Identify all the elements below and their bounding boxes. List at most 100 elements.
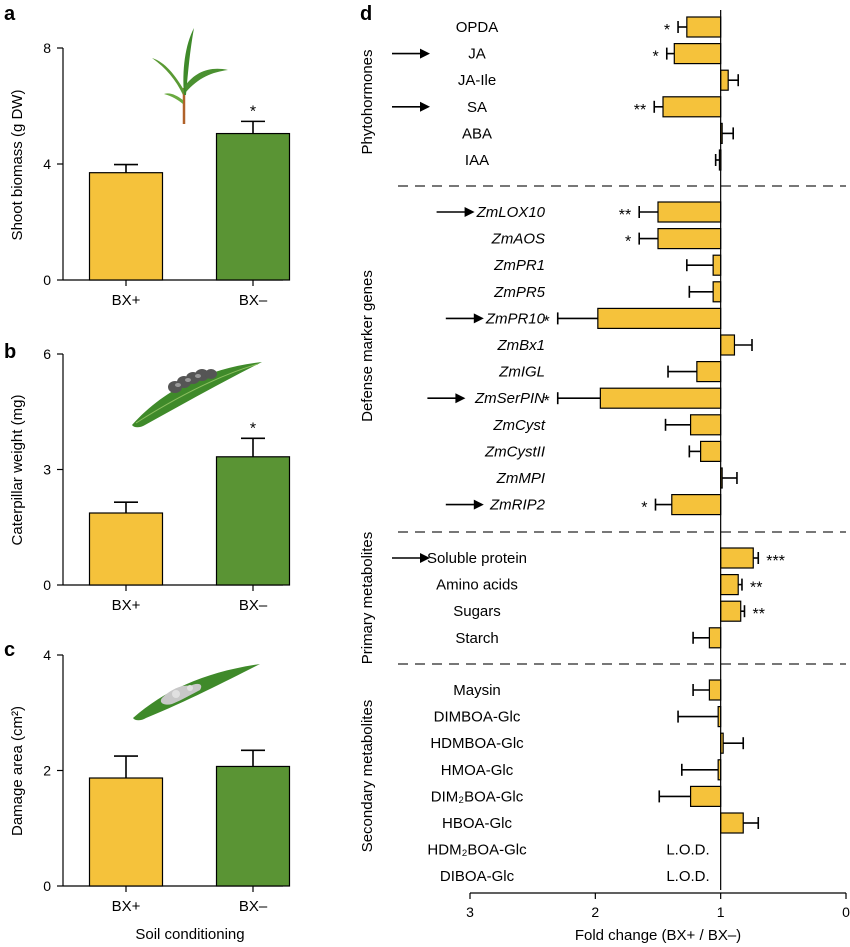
panel-d-row-label: ZmPR5 xyxy=(493,284,545,301)
panel-d-row-label: JA-Ile xyxy=(458,72,496,89)
panel-d-row-label: ZmRIP2 xyxy=(489,497,546,514)
caterpillar-on-leaf-icon xyxy=(132,362,262,428)
panel-d-row-label: ZmSerPIN xyxy=(474,390,545,407)
panel-b-significance: * xyxy=(250,420,256,437)
arrow-right-icon-head xyxy=(420,553,430,563)
panel-d-significance: ** xyxy=(750,580,762,597)
panel-d-significance: ** xyxy=(634,102,646,119)
panel-d-row-label: Amino acids xyxy=(436,577,518,594)
panel-d-row-label: Sugars xyxy=(453,603,501,620)
panel-d-bar xyxy=(689,785,722,808)
panel-a-ytick-label: 4 xyxy=(43,156,51,172)
panel-d-significance: * xyxy=(664,22,670,39)
panel-d-significance: * xyxy=(543,313,549,330)
panel-b-ytick-label: 3 xyxy=(43,462,51,478)
panel-d-xlabel: Fold change (BX+ / BX–) xyxy=(575,927,741,944)
panel-d-bar xyxy=(689,414,722,436)
panel-d-bar xyxy=(720,334,736,356)
panel-a-bar xyxy=(215,132,291,281)
panel-a-bar xyxy=(88,172,164,281)
damaged-leaf-icon xyxy=(133,664,260,721)
panel-letter-d: d xyxy=(360,3,372,25)
panel-b-bar xyxy=(88,512,164,586)
panel-d-bar xyxy=(657,201,722,223)
panel-d-row-label: ZmPR1 xyxy=(493,257,545,274)
panel-d-bar xyxy=(671,494,722,516)
panel-d-bar xyxy=(686,16,722,38)
panel-a-significance: * xyxy=(250,103,256,120)
panel-b-xtick-label: BX– xyxy=(239,597,268,614)
panel-d-row-label: HDMBOA-Glc xyxy=(430,735,524,752)
panel-d-bar xyxy=(712,281,722,303)
panel-d-bar xyxy=(712,254,722,276)
panel-c-ytick-label: 4 xyxy=(43,647,51,663)
panel-d-lod-note: L.O.D. xyxy=(666,868,709,885)
panel-d-row-label: HBOA-Glc xyxy=(442,815,513,832)
panel-d-row-label: ZmLOX10 xyxy=(476,204,546,221)
panel-d-row-label: SA xyxy=(467,99,487,116)
panel-d-bar xyxy=(720,573,739,596)
panel-d-significance: * xyxy=(653,49,659,66)
panel-d-significance: * xyxy=(625,234,631,251)
panel-d-lod-note: L.O.D. xyxy=(666,842,709,859)
maize-seedling-icon xyxy=(152,28,228,124)
panel-c-bar xyxy=(88,777,164,887)
panel-c-ylabel: Damage area (cm²) xyxy=(9,706,26,836)
panel-d-bar xyxy=(720,547,754,569)
plots-layer: 0 4 8 BX+ BX– * 0 3 6 BX+ BX– * 0 2 4 BX+ BX– Phytohormon… xyxy=(43,10,850,944)
panel-d-bar xyxy=(662,96,722,118)
panel-d-row-label: Starch xyxy=(455,630,498,647)
panel-d-row-label: ZmAOS xyxy=(491,231,545,248)
panel-b-xtick-label: BX+ xyxy=(112,597,141,614)
panel-d-bar xyxy=(599,387,722,409)
panel-d-bar xyxy=(720,812,744,834)
panel-a-xtick-label: BX+ xyxy=(112,292,141,309)
panel-d-xtick-label: 0 xyxy=(842,904,850,920)
panel-c-ytick-label: 0 xyxy=(43,878,51,894)
panel-d-row-label: IAA xyxy=(465,152,489,169)
panel-c-ytick-label: 2 xyxy=(43,763,51,779)
panel-c-xlabel: Soil conditioning xyxy=(135,926,244,943)
panel-d-row-label: ZmMPI xyxy=(496,470,545,487)
arrow-right-icon-head xyxy=(455,393,466,404)
panel-c-xtick-label: BX– xyxy=(239,898,268,915)
arrow-right-icon-head xyxy=(420,101,430,112)
arrow-right-icon-head xyxy=(464,207,475,217)
panel-d-row-label: Soluble protein xyxy=(427,550,527,567)
panel-d-row-label: HMOA-Glc xyxy=(441,762,514,779)
panel-b-bar xyxy=(215,456,291,586)
panel-a-ytick-label: 0 xyxy=(43,272,51,288)
panel-d-row-label: DIBOA-Glc xyxy=(440,868,515,885)
panel-d-group-label: Defense marker genes xyxy=(359,270,376,422)
panel-a-ylabel: Shoot biomass (g DW) xyxy=(9,90,26,241)
panel-letter-a: a xyxy=(4,3,16,25)
arrow-right-icon-head xyxy=(473,499,484,510)
panel-d-significance: ** xyxy=(752,606,764,623)
panel-d-row-label: HDM₂BOA-Glc xyxy=(427,842,527,859)
panel-d-row-label: OPDA xyxy=(456,19,499,36)
panel-a-xtick-label: BX– xyxy=(239,292,268,309)
panel-d-bar xyxy=(720,600,742,622)
panel-d-row-label: Maysin xyxy=(453,682,501,699)
panel-d-row-label: ZmBx1 xyxy=(496,337,545,354)
panel-d-significance: * xyxy=(641,500,647,517)
panel-d-row-label: ZmCystII xyxy=(484,443,545,460)
panel-d-group-label: Secondary metabolites xyxy=(359,700,376,853)
panel-d-bar xyxy=(696,361,722,383)
arrow-right-icon-head xyxy=(420,48,430,59)
panel-d-bar xyxy=(708,679,722,701)
panel-d-bar xyxy=(708,627,722,649)
panel-c-xtick-label: BX+ xyxy=(112,898,141,915)
panel-d-xtick-label: 2 xyxy=(591,904,599,920)
panel-d-row-label: ABA xyxy=(462,125,492,142)
panel-a-ytick-label: 8 xyxy=(43,40,51,56)
panel-d-group-label: Phytohormones xyxy=(359,49,376,154)
panel-d-significance: ** xyxy=(619,207,631,224)
panel-d-bar xyxy=(597,307,722,329)
panel-d-row-label: JA xyxy=(468,46,486,63)
panel-d-xtick-label: 3 xyxy=(466,904,474,920)
panel-d-row-label: ZmPR10 xyxy=(485,310,546,327)
panel-d-xtick-label: 1 xyxy=(717,904,725,920)
panel-d-row-label: ZmCyst xyxy=(492,417,545,434)
panel-d-row-label: ZmIGL xyxy=(498,364,545,381)
